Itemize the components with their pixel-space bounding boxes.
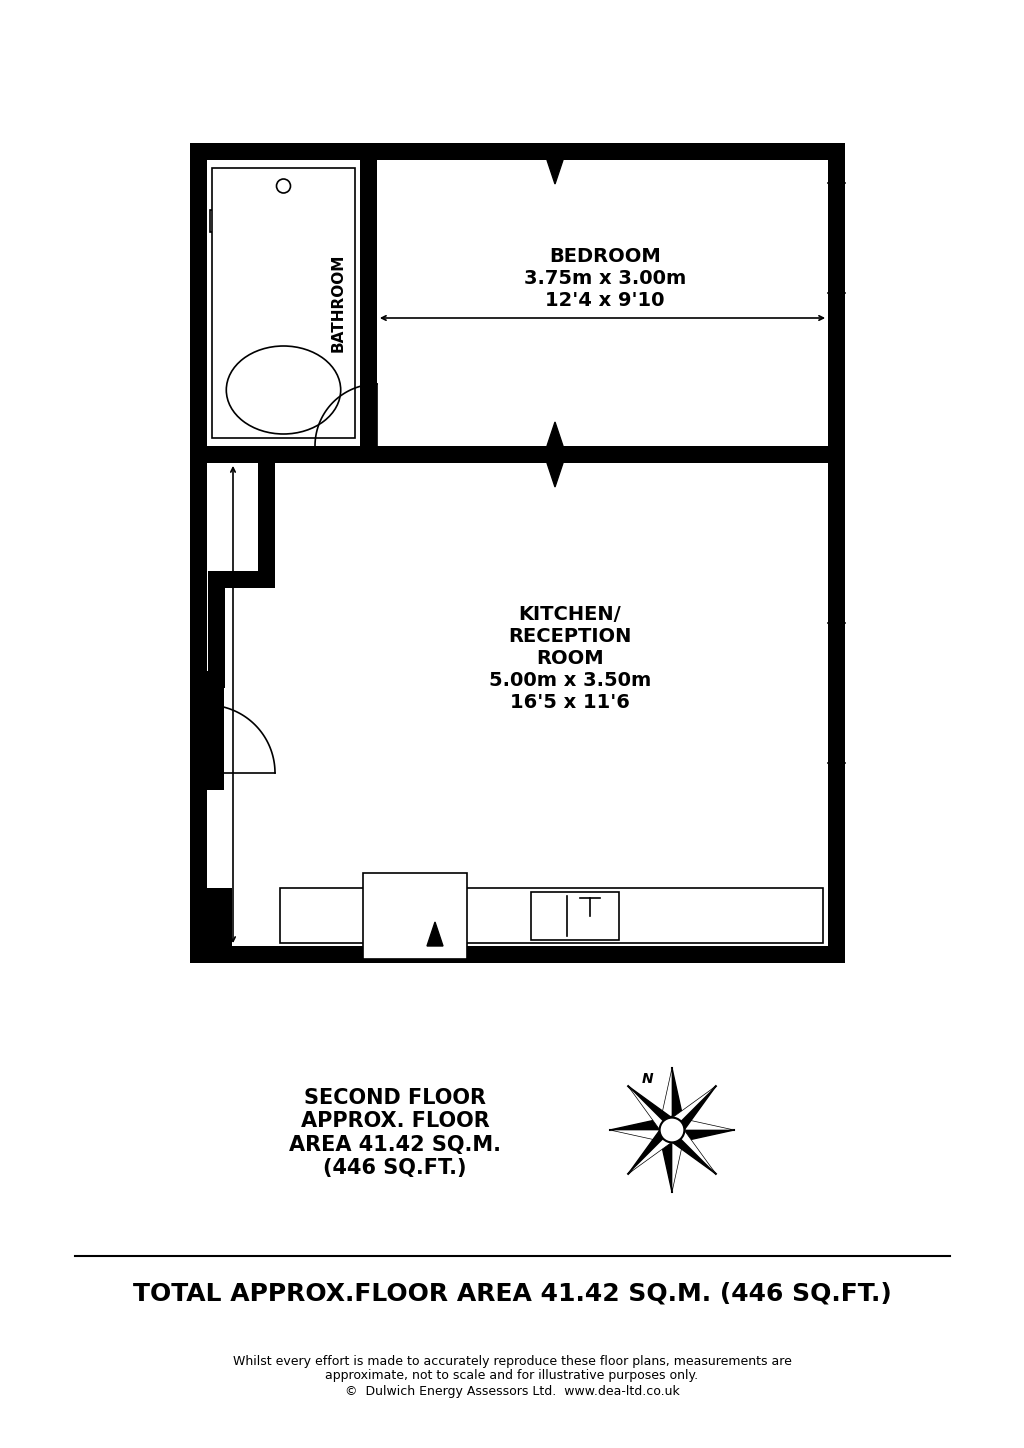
Polygon shape — [672, 1124, 716, 1174]
Bar — [190, 946, 845, 963]
Polygon shape — [672, 1129, 686, 1192]
Polygon shape — [672, 1086, 716, 1137]
Polygon shape — [665, 1129, 716, 1174]
Bar — [828, 143, 845, 963]
Polygon shape — [658, 1069, 672, 1129]
Bar — [531, 892, 618, 940]
Polygon shape — [672, 1129, 734, 1144]
Bar — [190, 143, 207, 963]
Bar — [207, 670, 225, 688]
Polygon shape — [665, 1086, 716, 1129]
Text: BEDROOM
3.75m x 3.00m
12'4 x 9'10: BEDROOM 3.75m x 3.00m 12'4 x 9'10 — [524, 246, 686, 310]
Bar — [207, 670, 224, 791]
Bar — [362, 873, 467, 959]
Bar — [360, 159, 377, 446]
Polygon shape — [658, 1129, 672, 1192]
Polygon shape — [672, 1069, 686, 1129]
Polygon shape — [628, 1124, 672, 1174]
Polygon shape — [547, 463, 563, 487]
Ellipse shape — [215, 239, 273, 317]
Polygon shape — [610, 1129, 672, 1144]
Polygon shape — [672, 1116, 734, 1129]
Polygon shape — [610, 1116, 672, 1129]
Bar — [212, 168, 355, 437]
Circle shape — [379, 918, 413, 951]
Bar — [207, 446, 377, 463]
Polygon shape — [628, 1086, 679, 1129]
Polygon shape — [547, 159, 563, 184]
Circle shape — [379, 880, 413, 914]
Bar — [210, 210, 279, 232]
Text: N: N — [642, 1072, 653, 1086]
Bar — [208, 571, 275, 588]
Bar — [360, 446, 377, 463]
Bar — [377, 446, 828, 463]
Polygon shape — [628, 1129, 679, 1174]
Circle shape — [276, 180, 291, 193]
Polygon shape — [547, 421, 563, 446]
Bar — [280, 888, 823, 943]
Text: SECOND FLOOR
APPROX. FLOOR
AREA 41.42 SQ.M.
(446 SQ.FT.): SECOND FLOOR APPROX. FLOOR AREA 41.42 SQ… — [289, 1089, 501, 1177]
Polygon shape — [427, 922, 443, 946]
Text: BATHROOM: BATHROOM — [331, 253, 345, 352]
Polygon shape — [628, 1086, 672, 1137]
Text: KITCHEN/
RECEPTION
ROOM
5.00m x 3.50m
16'5 x 11'6: KITCHEN/ RECEPTION ROOM 5.00m x 3.50m 16… — [488, 604, 651, 711]
Text: TOTAL APPROX.FLOOR AREA 41.42 SQ.M. (446 SQ.FT.): TOTAL APPROX.FLOOR AREA 41.42 SQ.M. (446… — [133, 1281, 891, 1305]
Bar — [207, 888, 232, 946]
Bar — [190, 143, 845, 159]
Circle shape — [417, 880, 451, 914]
Circle shape — [659, 1118, 684, 1142]
Circle shape — [417, 918, 451, 951]
Bar — [258, 463, 275, 588]
Bar — [208, 571, 225, 688]
Text: Whilst every effort is made to accurately reproduce these floor plans, measureme: Whilst every effort is made to accuratel… — [232, 1354, 792, 1397]
Bar — [207, 773, 224, 791]
Ellipse shape — [226, 346, 341, 434]
